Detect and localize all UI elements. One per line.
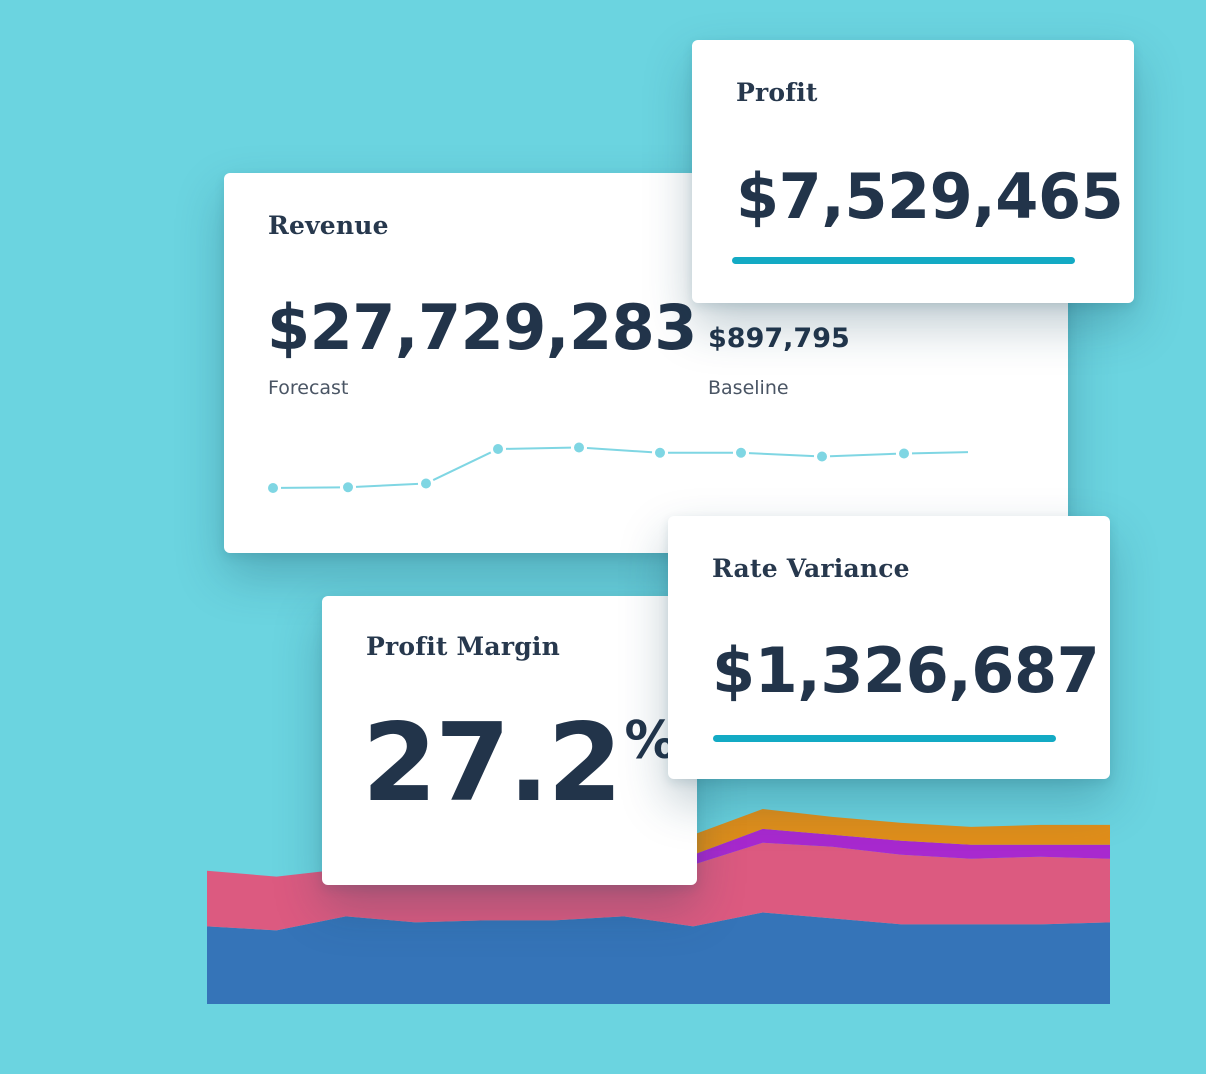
area-series-pink xyxy=(207,842,1110,931)
rate-variance-card: Rate Variance $1,326,687 xyxy=(668,516,1110,779)
sparkline-segment xyxy=(432,451,492,481)
sparkline-point xyxy=(655,447,665,458)
rate-variance-value: $1,326,687 xyxy=(712,634,1100,707)
sparkline-point xyxy=(574,442,584,453)
sparkline-point xyxy=(343,482,353,493)
sparkline-segment xyxy=(280,486,341,489)
rate-variance-title: Rate Variance xyxy=(712,554,910,583)
profit-margin-value: 27.2% xyxy=(362,701,677,826)
sparkline-point xyxy=(493,444,503,454)
revenue-sparkline xyxy=(268,442,969,493)
profit-margin-title: Profit Margin xyxy=(366,632,560,661)
profit-title: Profit xyxy=(736,78,818,107)
profit-card: Profit $7,529,465 xyxy=(692,40,1134,303)
area-series-purple xyxy=(207,828,1110,877)
profit-margin-unit: % xyxy=(624,711,677,771)
baseline-label: Baseline xyxy=(708,377,789,399)
sparkline-segment xyxy=(505,446,572,450)
area-series-orange xyxy=(207,809,1110,877)
stacked-area-chart xyxy=(207,809,1110,1004)
sparkline-point xyxy=(899,448,909,459)
revenue-title: Revenue xyxy=(268,211,389,240)
sparkline-point xyxy=(268,483,278,493)
rate-variance-accent-bar xyxy=(713,735,1056,742)
forecast-label: Forecast xyxy=(268,377,349,399)
sparkline-point xyxy=(736,447,746,458)
sparkline-segment xyxy=(355,482,419,488)
profit-value: $7,529,465 xyxy=(736,160,1124,233)
profit-margin-card: Profit Margin 27.2% xyxy=(322,596,697,885)
revenue-value: $27,729,283 xyxy=(267,291,697,364)
sparkline-segment xyxy=(829,452,897,458)
revenue-card: Revenue $27,729,283 Forecast $897,795 Ba… xyxy=(224,173,1068,553)
sparkline-point xyxy=(421,478,431,489)
profit-margin-number: 27.2 xyxy=(362,701,622,826)
sparkline-segment xyxy=(911,451,969,455)
sparkline-segment xyxy=(586,447,653,454)
profit-accent-bar xyxy=(732,257,1075,264)
baseline-value: $897,795 xyxy=(708,323,850,354)
sparkline-point xyxy=(817,451,827,462)
area-series-blue xyxy=(207,912,1110,1004)
sparkline-segment xyxy=(748,452,815,458)
